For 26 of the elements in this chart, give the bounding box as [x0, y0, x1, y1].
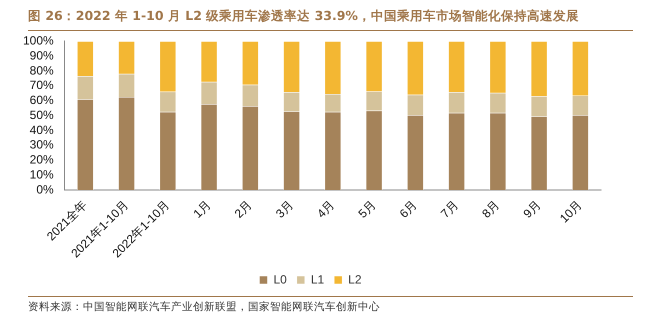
y-tick-label: 40% — [30, 122, 54, 137]
text: 资料来源：中国智能网联汽车产业创新联盟，国家智能网联汽车创新中心 — [28, 296, 633, 314]
legend-label: L0 — [273, 272, 288, 286]
legend-label: L1 — [310, 272, 324, 286]
y-tick-label: 30% — [30, 138, 54, 152]
y-tick-label: 70% — [30, 78, 54, 92]
x-tick-label: 1月 — [190, 198, 214, 221]
y-tick-label: 0% — [36, 182, 54, 196]
x-tick-label: 8月 — [479, 198, 502, 221]
x-tick-label: 2月 — [232, 198, 255, 221]
x-tick-label: 4月 — [314, 198, 338, 221]
y-tick-label: 100% — [22, 34, 54, 48]
y-tick-label: 20% — [30, 152, 54, 167]
x-tick-label: 3月 — [272, 198, 296, 221]
legend-label: L2 — [348, 272, 362, 286]
chart-title: 图 26：2022 年 1-10 月 L2 级乘用车渗透率达 33.9%，中国乘用车市场智能化保持高速发展 — [28, 8, 633, 31]
y-tick-label: 90% — [30, 48, 54, 62]
y-tick-label: 60% — [30, 93, 54, 108]
x-tick-label: 10月 — [557, 198, 585, 226]
x-tick-label: 9月 — [520, 198, 544, 221]
y-tick-label: 50% — [30, 108, 54, 122]
x-tick-label: 6月 — [396, 198, 420, 221]
y-tick-label: 80% — [30, 63, 54, 78]
y-tick-label: 10% — [30, 167, 54, 182]
x-tick-label: 5月 — [355, 198, 379, 221]
x-tick-label: 7月 — [438, 198, 462, 221]
